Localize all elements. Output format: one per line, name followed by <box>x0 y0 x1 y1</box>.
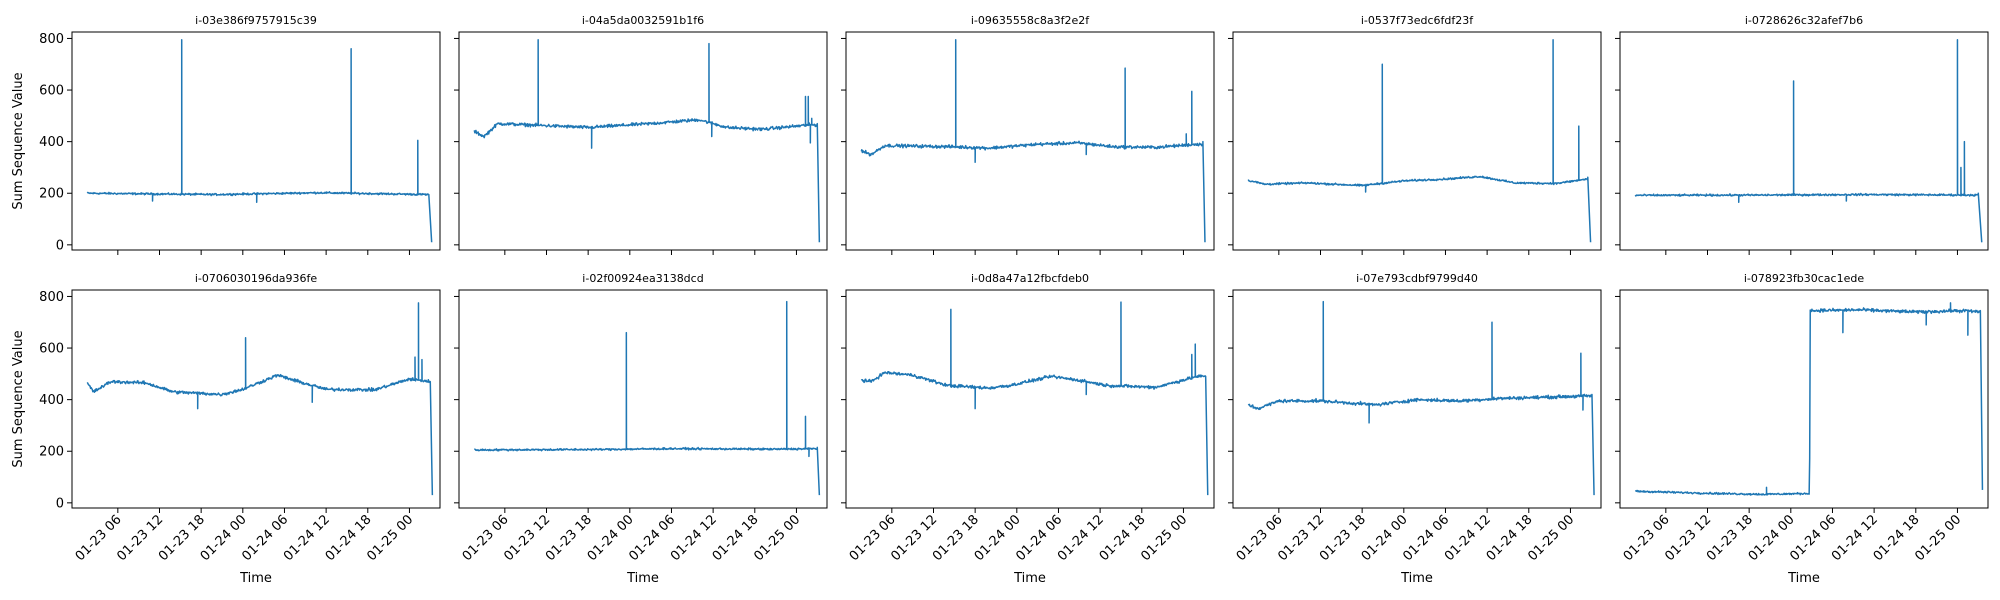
series-line <box>473 38 821 243</box>
panel-title: i-0d8a47a12fbcfdeb0 <box>971 272 1089 285</box>
y-axis-label-bottom: Sum Sequence Value <box>11 330 26 467</box>
panel-title: i-0728626c32afef7b6 <box>1745 14 1863 27</box>
y-tick-label: 200 <box>39 445 64 460</box>
x-axis-label: Time <box>626 571 659 586</box>
y-tick-label: 800 <box>39 290 64 305</box>
panel-frame <box>1232 31 1602 251</box>
panel-frame <box>1619 289 1989 509</box>
series-line <box>860 38 1206 243</box>
series-line <box>86 302 434 496</box>
panel-frame <box>458 31 828 251</box>
panel-frame <box>71 289 441 509</box>
panel-3: i-09635558c8a3f2e2f <box>841 14 1215 255</box>
panel-5: i-0728626c32afef7b6 <box>1615 14 1989 255</box>
series-line <box>473 300 821 496</box>
panel-title: i-0537f73edc6fdf23f <box>1361 14 1474 27</box>
panel-title: i-02f00924ea3138dcd <box>582 272 703 285</box>
panel-frame <box>1619 31 1989 251</box>
y-tick-label: 0 <box>56 496 64 511</box>
series-line <box>1247 38 1592 243</box>
panel-1: i-03e386f9757915c39 0 200 400 600 800 <box>39 14 441 255</box>
y-tick-label: 400 <box>39 135 64 150</box>
panel-title: i-03e386f9757915c39 <box>195 14 317 27</box>
y-tick-label: 200 <box>39 187 64 202</box>
y-tick-label: 0 <box>56 238 64 253</box>
y-tick-label: 600 <box>39 342 64 357</box>
series-line <box>86 38 433 243</box>
panel-frame <box>845 289 1215 509</box>
y-tick-label: 400 <box>39 393 64 408</box>
panel-title: i-04a5da0032591b1f6 <box>582 14 704 27</box>
panel-frame <box>71 31 441 251</box>
panel-grid: i-03e386f9757915c39 0 200 400 600 800 i-04a5da… <box>39 14 1989 586</box>
panel-title: i-078923fb30cac1ede <box>1744 272 1864 285</box>
x-axis-label: Time <box>1787 571 1820 586</box>
panel-title: i-0706030196da936fe <box>195 272 318 285</box>
series-line <box>860 301 1209 496</box>
x-axis-label: Time <box>1013 571 1046 586</box>
series-line <box>1247 300 1595 496</box>
panel-2: i-04a5da0032591b1f6 <box>454 14 828 255</box>
panel-frame <box>845 31 1215 251</box>
panel-4: i-0537f73edc6fdf23f <box>1228 14 1602 255</box>
x-axis-label: Time <box>1400 571 1433 586</box>
panel-title: i-07e793cdbf9799d40 <box>1356 272 1478 285</box>
panel-frame <box>458 289 828 509</box>
y-tick-label: 600 <box>39 84 64 99</box>
series-line <box>1634 38 1983 243</box>
panel-title: i-09635558c8a3f2e2f <box>971 14 1090 27</box>
series-line <box>1634 302 1984 496</box>
y-tick-label: 800 <box>39 32 64 47</box>
x-axis-label: Time <box>239 571 272 586</box>
y-axis-label-top: Sum Sequence Value <box>11 72 26 209</box>
